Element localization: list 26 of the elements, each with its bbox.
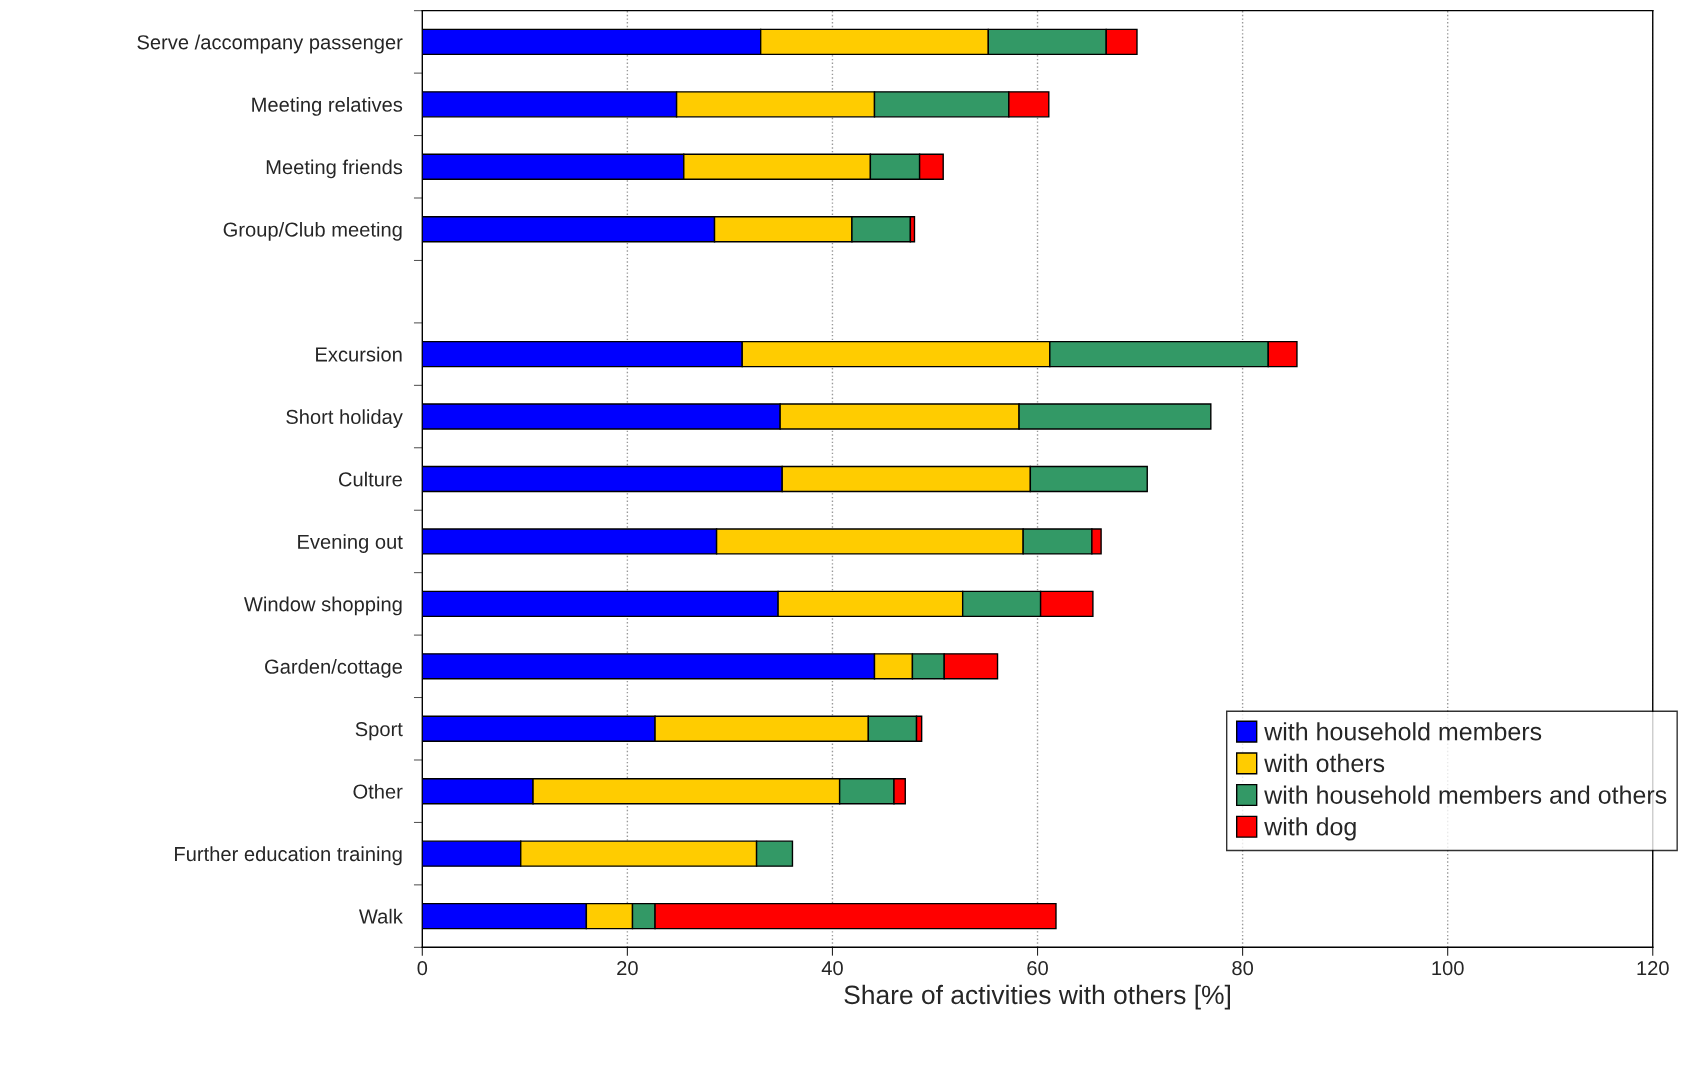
y-tick-label: Culture — [338, 471, 402, 487]
y-tick-label: Evening out — [298, 534, 403, 553]
y-tick-label: Window shopping — [243, 596, 402, 616]
legend-label: with household members and others — [1264, 785, 1667, 804]
x-tick-label: 60 — [1027, 961, 1048, 976]
y-tick-label: Other — [353, 783, 403, 799]
x-tick-label: 40 — [821, 961, 843, 976]
legend-label: with others — [1264, 753, 1385, 773]
y-tick-label: Serve /accompany passenger — [137, 34, 403, 54]
x-tick-label: 120 — [1637, 961, 1669, 976]
legend-label: with dog — [1264, 817, 1356, 841]
y-tick-label: Meeting relatives — [252, 97, 403, 116]
x-tick-label: 80 — [1232, 961, 1254, 976]
legend-label: with household members — [1264, 722, 1542, 741]
y-tick-label: Meeting friends — [266, 159, 403, 179]
x-axis-title: Share of activities with others [%] — [844, 984, 1230, 1010]
y-tick-label: Further education training — [175, 846, 402, 866]
y-tick-label: Garden/cottage — [265, 659, 402, 678]
y-tick-label: Group/Club meeting — [223, 221, 402, 241]
y-tick-label: Sport — [355, 722, 403, 741]
y-tick-label: Short holiday — [286, 409, 403, 429]
x-tick-label: 100 — [1432, 961, 1464, 976]
x-tick-label: 0 — [417, 961, 428, 976]
x-tick-label: 20 — [617, 961, 638, 976]
y-tick-label: Walk — [358, 908, 403, 924]
y-tick-label: Excursion — [316, 346, 402, 362]
